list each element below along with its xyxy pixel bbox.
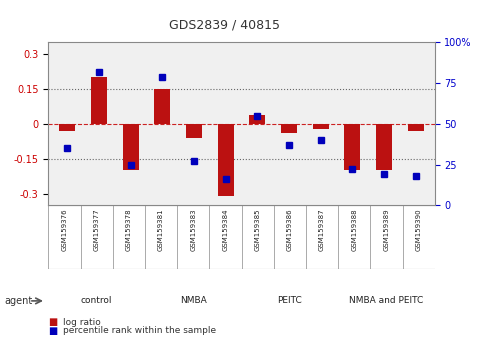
Text: GSM159386: GSM159386 (287, 209, 293, 251)
Text: control: control (81, 296, 113, 306)
Text: NMBA and PEITC: NMBA and PEITC (349, 296, 424, 306)
Text: GSM159388: GSM159388 (351, 209, 357, 251)
Text: GSM159385: GSM159385 (255, 209, 261, 251)
Bar (59, 124, 75, 131)
Bar (344, 124, 360, 170)
Text: log ratio: log ratio (63, 318, 100, 327)
Text: percentile rank within the sample: percentile rank within the sample (63, 326, 216, 336)
Text: GDS2839 / 40815: GDS2839 / 40815 (169, 19, 280, 32)
Bar (91, 78, 107, 124)
Bar (281, 124, 297, 133)
Text: GSM159387: GSM159387 (319, 209, 325, 251)
Text: GSM159377: GSM159377 (94, 209, 99, 251)
Text: GSM159390: GSM159390 (415, 209, 422, 251)
Bar (249, 115, 265, 124)
Text: GSM159384: GSM159384 (222, 209, 228, 251)
Bar (155, 89, 170, 124)
Text: ■: ■ (48, 326, 57, 336)
Text: ■: ■ (48, 317, 57, 327)
Text: GSM159389: GSM159389 (384, 209, 389, 251)
Bar (408, 124, 424, 131)
Text: GSM159383: GSM159383 (190, 209, 196, 251)
Text: GSM159381: GSM159381 (158, 209, 164, 251)
Text: PEITC: PEITC (277, 296, 302, 306)
Text: agent: agent (5, 296, 33, 306)
Bar (313, 124, 328, 129)
Bar (186, 124, 202, 138)
Text: NMBA: NMBA (180, 296, 207, 306)
Bar (376, 124, 392, 170)
Bar (218, 124, 234, 196)
Bar (123, 124, 139, 170)
Text: GSM159376: GSM159376 (61, 209, 68, 251)
Text: GSM159378: GSM159378 (126, 209, 132, 251)
